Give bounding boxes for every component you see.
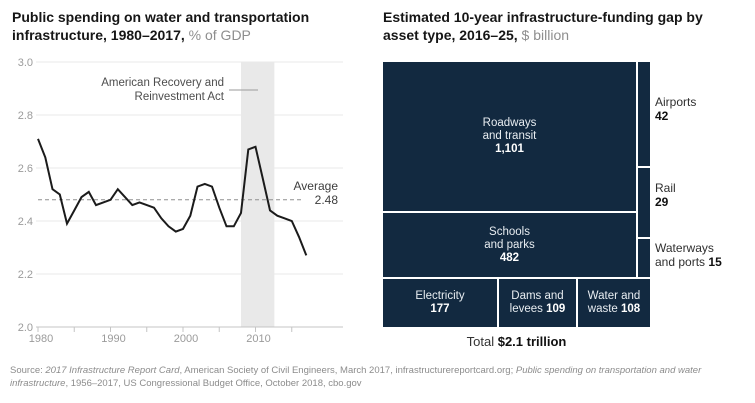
treemap-total: Total $2.1 trillion [466, 334, 567, 349]
treemap-block-electricity: Electricity 177 [383, 279, 497, 327]
waterways-value: 15 [708, 255, 722, 269]
treemap-block-airports [638, 62, 650, 166]
average-value: 2.48 [315, 193, 339, 207]
left-chart-title: Public spending on water and transportat… [12, 8, 347, 44]
waterways-label: Waterways and ports 15 [655, 241, 722, 269]
x-axis-label: 1980 [29, 333, 53, 345]
y-axis-label: 2.6 [18, 163, 33, 175]
x-axis-label: 1990 [101, 333, 125, 345]
y-axis-label: 3.0 [18, 57, 33, 69]
treemap-block-waterways-and-ports [638, 239, 650, 277]
treemap-block-schools-and-parks: Schools and parks 482 [383, 213, 636, 277]
x-axis-label: 2010 [246, 333, 270, 345]
electricity-label: Electricity 177 [415, 290, 465, 315]
water-value: 108 [621, 303, 641, 315]
treemap-block-water-and-waste: Water and waste 108 [578, 279, 650, 327]
treemap-total-value: $2.1 trillion [497, 334, 567, 349]
arra-annotation: Reinvestment Act [135, 91, 225, 103]
schools-value: 482 [499, 251, 520, 264]
source-note: Source: 2017 Infrastructure Report Card,… [10, 365, 702, 389]
airports-label: Airports 42 [655, 95, 697, 123]
spending-line [37, 138, 308, 256]
schools-label: Schools and parks 482 [484, 225, 535, 264]
treemap-block-roadways-and-transit: Roadways and transit 1,101 [383, 62, 636, 211]
roadways-label: Roadways and transit 1,101 [482, 117, 537, 155]
left-chart-title-unit: % of GDP [184, 27, 251, 43]
electricity-value: 177 [430, 303, 450, 315]
y-axis-label: 2.4 [18, 216, 33, 228]
rail-value: 29 [655, 195, 669, 209]
water-label: Water and waste 108 [587, 290, 641, 315]
right-chart-title: Estimated 10-year infrastructure-funding… [383, 8, 718, 44]
arra-band [241, 62, 275, 327]
treemap-block-rail [638, 168, 650, 237]
arra-annotation: American Recovery and [101, 77, 224, 89]
dams-label: Dams and levees 109 [509, 290, 566, 315]
y-axis-label: 2.8 [18, 110, 33, 122]
airports-value: 42 [655, 109, 669, 123]
rail-label: Rail 29 [655, 181, 676, 209]
x-axis-label: 2000 [174, 333, 198, 345]
right-chart-title-unit: $ billion [517, 27, 570, 43]
average-label: Average [294, 179, 339, 193]
y-axis-label: 2.0 [18, 322, 33, 334]
roadways-value: 1,101 [495, 143, 524, 155]
dams-value: 109 [546, 303, 566, 315]
y-axis-label: 2.2 [18, 269, 33, 281]
left-chart-title-main: Public spending on water and transportat… [12, 9, 310, 43]
treemap-block-dams-and-levees: Dams and levees 109 [499, 279, 576, 327]
funding-gap-treemap: Roadways and transit 1,101 Schools and p… [383, 62, 722, 349]
right-chart-title-main: Estimated 10-year infrastructure-funding… [383, 9, 703, 43]
